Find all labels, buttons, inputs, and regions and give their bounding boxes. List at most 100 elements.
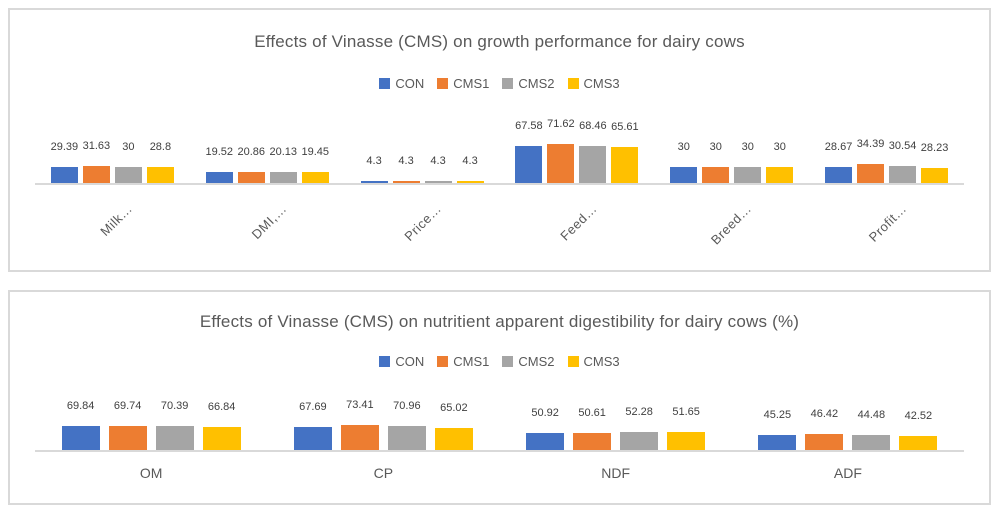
bar-cms1[interactable]	[702, 167, 730, 183]
category-label: Feed…	[499, 189, 654, 270]
digestibility-chart-panel[interactable]: Effects of Vinasse (CMS) on nutritient a…	[8, 290, 991, 505]
bar-cms2[interactable]	[852, 435, 891, 450]
data-label: 30	[741, 141, 754, 153]
category-label-text: CP	[373, 465, 394, 481]
bar-cms2[interactable]	[424, 181, 452, 183]
legend-item-con[interactable]: CON	[379, 354, 424, 369]
legend-item-cms1[interactable]: CMS1	[437, 354, 489, 369]
bar-cms2[interactable]	[889, 166, 917, 183]
bar-cms2[interactable]	[269, 172, 297, 183]
bar-cms2[interactable]	[734, 167, 762, 183]
legend-label: CMS2	[518, 76, 555, 91]
bar-cms3[interactable]	[921, 168, 949, 183]
bar-con[interactable]	[293, 427, 332, 450]
category-label: NDF	[500, 456, 732, 503]
bar-column: 73.41	[340, 399, 379, 450]
bar-cms2[interactable]	[579, 146, 607, 183]
bar-con[interactable]	[360, 181, 388, 183]
bar-cms3[interactable]	[899, 436, 938, 450]
category-label-text: ADF	[833, 465, 862, 481]
data-label: 28.67	[824, 141, 853, 153]
growth-performance-chart-panel[interactable]: Effects of Vinasse (CMS) on growth perfo…	[8, 8, 991, 272]
data-label: 52.28	[625, 406, 653, 418]
bar-column: 50.61	[573, 407, 612, 450]
bar-cms2[interactable]	[114, 167, 142, 183]
data-label: 4.3	[430, 155, 446, 167]
data-label: 44.48	[857, 409, 886, 421]
legend-swatch-icon	[379, 78, 391, 89]
legend-swatch-icon	[437, 78, 449, 89]
bar-group: 29.39 31.63 30 28.8	[35, 95, 190, 183]
bar-column: 70.39	[155, 400, 194, 450]
bar-cms1[interactable]	[108, 426, 147, 450]
legend-label: CMS1	[453, 354, 490, 369]
bar-con[interactable]	[515, 146, 543, 183]
bar-column: 19.52	[205, 146, 233, 183]
legend-item-cms1[interactable]: CMS1	[437, 76, 489, 91]
category-axis: Milk… DMI,… Price… Feed… Breed… Profit…	[35, 189, 964, 270]
bar-con[interactable]	[205, 172, 233, 183]
legend-swatch-icon	[502, 356, 514, 367]
category-label: Profit…	[809, 189, 964, 270]
category-label: Milk…	[35, 189, 190, 270]
bar-cms1[interactable]	[805, 434, 844, 450]
bar-cms3[interactable]	[456, 181, 484, 183]
legend-item-cms2[interactable]: CMS2	[502, 354, 555, 369]
data-label: 66.84	[207, 401, 236, 413]
category-label: ADF	[732, 456, 964, 503]
data-label: 50.61	[578, 407, 606, 419]
bar-cms1[interactable]	[82, 166, 110, 183]
legend-item-cms3[interactable]: CMS3	[567, 354, 620, 369]
bar-con[interactable]	[61, 426, 100, 450]
bar-cms3[interactable]	[202, 427, 241, 450]
bar-column: 52.28	[620, 406, 659, 450]
data-label: 68.46	[579, 120, 607, 132]
bar-cms3[interactable]	[434, 428, 473, 450]
data-label: 45.25	[763, 409, 792, 421]
bar-cms3[interactable]	[611, 147, 639, 183]
category-label: OM	[35, 456, 267, 503]
bar-con[interactable]	[670, 167, 698, 183]
bar-column: 30	[702, 141, 730, 183]
legend-label: CMS3	[583, 354, 620, 369]
bar-cms1[interactable]	[340, 425, 379, 450]
bar-cms1[interactable]	[857, 164, 885, 183]
bar-column: 45.25	[758, 409, 797, 450]
data-label: 65.02	[440, 402, 468, 414]
legend-label: CON	[395, 76, 425, 91]
bar-cms1[interactable]	[573, 433, 612, 450]
category-label: DMI,…	[190, 189, 345, 270]
legend-item-cms3[interactable]: CMS3	[567, 76, 620, 91]
bar-cms2[interactable]	[387, 426, 426, 450]
bar-column: 31.63	[83, 140, 110, 183]
bar-con[interactable]	[50, 167, 78, 183]
chart-title: Effects of Vinasse (CMS) on nutritient a…	[199, 312, 800, 331]
bar-column: 28.67	[825, 141, 852, 183]
bar-con[interactable]	[825, 167, 853, 183]
legend-label: CMS3	[583, 76, 620, 91]
legend-swatch-icon	[567, 356, 579, 367]
bar-column: 66.84	[202, 401, 241, 450]
bar-con[interactable]	[758, 435, 797, 450]
bar-cms3[interactable]	[667, 432, 706, 450]
legend-item-cms2[interactable]: CMS2	[502, 76, 555, 91]
legend-swatch-icon	[379, 356, 391, 367]
bar-cms3[interactable]	[301, 172, 329, 183]
bar-cms2[interactable]	[620, 432, 659, 450]
data-label: 51.65	[672, 406, 700, 418]
bar-cms1[interactable]	[392, 181, 420, 183]
data-label: 19.45	[301, 146, 329, 158]
bar-cms2[interactable]	[155, 426, 194, 450]
data-label: 69.84	[66, 400, 95, 412]
bar-column: 4.3	[392, 155, 420, 183]
bar-con[interactable]	[526, 433, 565, 450]
data-label: 28.23	[920, 142, 949, 154]
category-label-text: Feed…	[556, 201, 600, 244]
legend-item-con[interactable]: CON	[379, 76, 424, 91]
bar-cms3[interactable]	[146, 167, 174, 183]
bar-cms1[interactable]	[547, 144, 575, 183]
bar-cms1[interactable]	[237, 172, 265, 183]
bar-column: 29.39	[51, 141, 78, 183]
bar-column: 67.58	[515, 120, 543, 183]
bar-cms3[interactable]	[766, 167, 794, 183]
